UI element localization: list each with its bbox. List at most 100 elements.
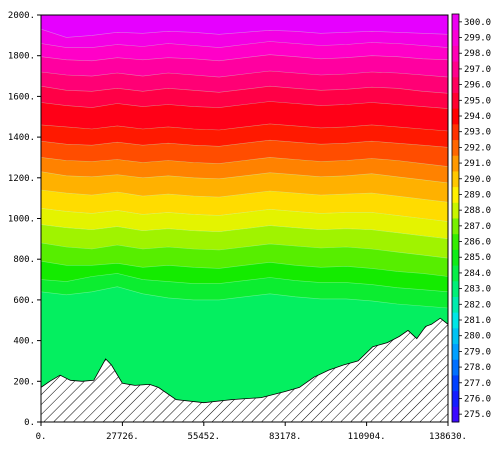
colorbar-swatch <box>452 327 459 345</box>
colorbar-swatch <box>452 139 459 156</box>
y-tick-label: 1600. <box>8 92 35 102</box>
colorbar-label: 294.0 <box>464 112 491 122</box>
colorbar-swatch <box>452 202 459 219</box>
colorbar-label: 281.0 <box>464 316 491 326</box>
colorbar-label: 275.0 <box>464 410 491 420</box>
y-tick-label: 200. <box>13 377 35 387</box>
colorbar-label: 278.0 <box>464 363 491 373</box>
contour-line <box>41 286 448 309</box>
colorbar-swatch <box>452 374 459 392</box>
y-tick-label: 800. <box>13 255 35 265</box>
colorbar-label: 292.0 <box>464 143 491 153</box>
colorbar-label: 288.0 <box>464 206 491 216</box>
x-tick-label: 83178. <box>269 432 302 442</box>
colorbar-label: 298.0 <box>464 49 491 59</box>
contour-line <box>41 189 448 203</box>
colorbar-frame <box>451 13 460 423</box>
colorbar-swatch <box>452 29 459 46</box>
colorbar-swatch <box>452 61 459 78</box>
colorbar-swatch <box>452 155 459 172</box>
colorbar-label: 283.0 <box>464 285 491 295</box>
colorbar-label: 297.0 <box>464 65 491 75</box>
contour-band <box>41 86 448 109</box>
colorbar-swatch <box>452 312 459 329</box>
contour-line <box>41 208 448 222</box>
colorbar-swatch <box>452 123 459 141</box>
contour-band <box>41 273 448 308</box>
contour-line <box>41 242 448 259</box>
colorbar-swatch <box>452 406 459 423</box>
colorbar-label: 290.0 <box>464 175 491 185</box>
colorbar-swatch <box>452 92 459 109</box>
y-tick-label: 1800. <box>8 52 35 62</box>
colorbar-label: 286.0 <box>464 238 491 248</box>
colorbar-label: 285.0 <box>464 253 491 263</box>
y-tick-label: 1000. <box>8 215 35 225</box>
colorbar-swatch <box>452 265 459 282</box>
colorbar-swatch <box>452 343 459 360</box>
colorbar-swatch <box>452 390 459 407</box>
colorbar-label: 295.0 <box>464 96 491 106</box>
y-tick-label: 600. <box>13 296 35 306</box>
contour-line <box>41 70 448 78</box>
colorbar-label: 280.0 <box>464 332 491 342</box>
colorbar-label: 289.0 <box>464 190 491 200</box>
contour-band <box>41 71 448 94</box>
x-axis: 0. 27726. 55452. 83178. 110904. 138630. <box>36 422 467 442</box>
contour-band <box>41 29 448 48</box>
colorbar-swatch <box>452 233 459 250</box>
x-tick-label: 0. <box>36 432 47 442</box>
contour-band <box>41 157 448 183</box>
contour-line <box>41 54 448 62</box>
terrain <box>41 317 448 422</box>
y-tick-label: 400. <box>13 337 35 347</box>
x-tick-label: 55452. <box>188 432 221 442</box>
contour-line <box>41 224 448 240</box>
contour-band <box>41 261 448 292</box>
plot-area <box>41 15 448 422</box>
colorbar-swatch <box>452 218 459 235</box>
x-tick-label: 27726. <box>106 432 139 442</box>
y-tick-label: 1400. <box>8 133 35 143</box>
contour-band <box>41 224 448 259</box>
contour-band <box>41 41 448 61</box>
contour-band <box>41 208 448 239</box>
contour-line <box>41 123 448 132</box>
contour-band <box>41 242 448 277</box>
contour-band <box>41 171 448 203</box>
x-tick-label: 110904. <box>348 432 386 442</box>
x-tick-label: 138630. <box>429 432 467 442</box>
colorbar-label: 284.0 <box>464 269 491 279</box>
y-tick-label: 0. <box>24 418 35 428</box>
contour-line <box>41 85 448 94</box>
contour-band <box>41 190 448 222</box>
contour-band <box>41 15 448 38</box>
contour-line <box>41 260 448 277</box>
colorbar-swatch <box>452 45 459 62</box>
colorbar-swatch <box>452 186 459 203</box>
colorbar-label: 291.0 <box>464 159 491 169</box>
contour-line <box>41 171 448 184</box>
contour-band <box>41 123 448 148</box>
colorbar-label: 296.0 <box>464 81 491 91</box>
contour-line <box>41 139 448 148</box>
colorbar-label: 282.0 <box>464 300 491 310</box>
colorbar-swatch <box>452 280 459 297</box>
colorbar-label: 287.0 <box>464 222 491 232</box>
colorbar-swatch <box>452 170 459 188</box>
colorbar-label: 279.0 <box>464 347 491 357</box>
colorbar-label: 299.0 <box>464 34 491 44</box>
contour-band <box>41 101 448 131</box>
contour-line <box>41 28 448 38</box>
colorbar-swatch <box>452 249 459 266</box>
contour-line <box>41 101 448 109</box>
colorbar-swatch <box>452 14 459 31</box>
colorbar-label: 293.0 <box>464 128 491 138</box>
colorbar-swatch <box>452 108 459 125</box>
contour-line <box>41 41 448 48</box>
colorbar-label: 276.0 <box>464 394 491 404</box>
colorbar: 275.0 276.0 277.0 278.0 279.0 280.0 281.0 282.0… <box>451 13 491 423</box>
colorbar-swatch <box>452 76 459 93</box>
y-tick-label: 1200. <box>8 174 35 184</box>
